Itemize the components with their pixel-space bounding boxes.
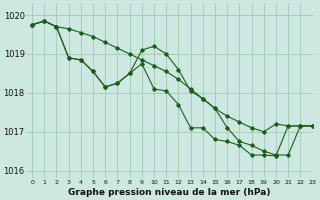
X-axis label: Graphe pression niveau de la mer (hPa): Graphe pression niveau de la mer (hPa) <box>68 188 270 197</box>
